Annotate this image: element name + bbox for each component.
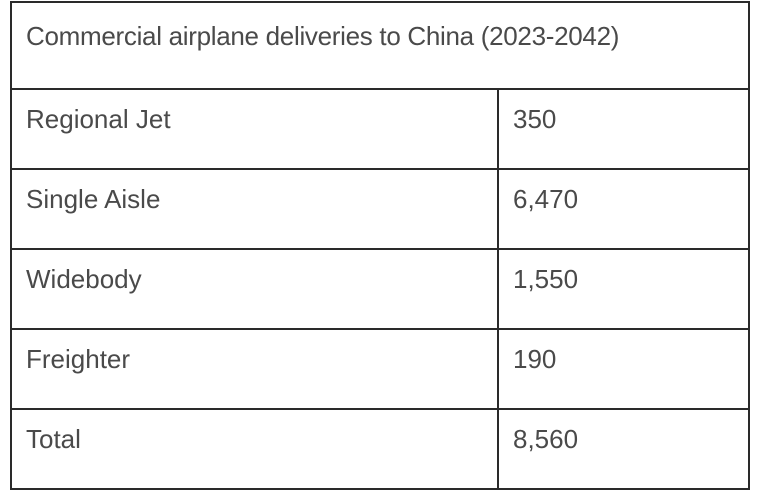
- data-table: Commercial airplane deliveries to China …: [10, 1, 750, 490]
- title-row: Commercial airplane deliveries to China …: [10, 1, 750, 90]
- row-value: 6,470: [497, 168, 750, 250]
- row-value: 350: [497, 88, 750, 170]
- row-value: 8,560: [497, 408, 750, 490]
- row-label: Widebody: [10, 248, 499, 330]
- table-row: Total 8,560: [10, 408, 750, 490]
- row-value: 190: [497, 328, 750, 410]
- row-label: Regional Jet: [10, 88, 499, 170]
- row-value: 1,550: [497, 248, 750, 330]
- table-row: Single Aisle 6,470: [10, 168, 750, 250]
- table-row: Freighter 190: [10, 328, 750, 410]
- table-row: Widebody 1,550: [10, 248, 750, 330]
- row-label: Total: [10, 408, 499, 490]
- table-body: Commercial airplane deliveries to China …: [10, 1, 750, 490]
- row-label: Single Aisle: [10, 168, 499, 250]
- table-row: Regional Jet 350: [10, 88, 750, 170]
- row-label: Freighter: [10, 328, 499, 410]
- table-title: Commercial airplane deliveries to China …: [10, 1, 750, 90]
